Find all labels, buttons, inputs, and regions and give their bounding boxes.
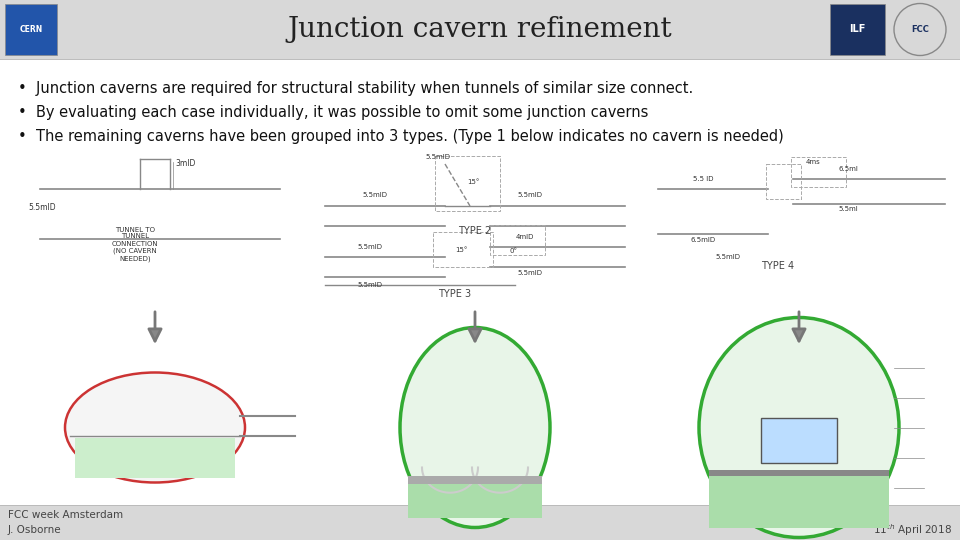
Text: ILF: ILF: [849, 24, 865, 35]
Text: 5.5mlD: 5.5mlD: [357, 282, 382, 288]
Text: 5.5mlD: 5.5mlD: [715, 254, 740, 260]
Text: 0°: 0°: [510, 248, 518, 254]
Ellipse shape: [699, 318, 899, 537]
Bar: [761, 417, 837, 462]
Text: 5.5mlD: 5.5mlD: [28, 202, 56, 212]
Text: •  Junction caverns are required for structural stability when tunnels of simila: • Junction caverns are required for stru…: [18, 81, 693, 96]
Bar: [830, 4, 885, 55]
Text: TUNNEL TO
TUNNEL
CONNECTION
(NO CAVERN
NEEDED): TUNNEL TO TUNNEL CONNECTION (NO CAVERN N…: [111, 226, 158, 261]
Text: J. Osborne: J. Osborne: [8, 525, 61, 535]
Text: 4ms: 4ms: [805, 159, 821, 165]
Bar: [0, 0, 960, 59]
Bar: [5, 4, 57, 55]
Bar: [408, 476, 542, 483]
Text: CERN: CERN: [19, 25, 42, 34]
Text: 15°: 15°: [455, 247, 468, 253]
Text: 3mlD: 3mlD: [175, 159, 196, 168]
Bar: [75, 437, 235, 477]
Bar: [709, 472, 889, 528]
Text: 4mlD: 4mlD: [516, 234, 534, 240]
Text: 6.5ml: 6.5ml: [838, 166, 858, 172]
Text: 5.5mlD: 5.5mlD: [517, 270, 542, 276]
Ellipse shape: [65, 373, 245, 483]
Text: Junction cavern refinement: Junction cavern refinement: [288, 16, 672, 43]
Bar: [408, 477, 542, 517]
Text: 5.5ml: 5.5ml: [838, 206, 858, 212]
Text: FCC week Amsterdam: FCC week Amsterdam: [8, 510, 123, 521]
Bar: [0, 505, 960, 540]
Text: •  The remaining caverns have been grouped into 3 types. (Type 1 below indicates: • The remaining caverns have been groupe…: [18, 129, 783, 144]
Text: TYPE 4: TYPE 4: [761, 261, 795, 271]
Text: 15°: 15°: [467, 179, 479, 185]
Ellipse shape: [400, 327, 550, 528]
Bar: [709, 469, 889, 476]
Text: 5.5mlD: 5.5mlD: [517, 192, 542, 198]
Text: 5.5mlD: 5.5mlD: [425, 154, 450, 160]
Text: 5.5mlD: 5.5mlD: [363, 192, 388, 198]
Text: TYPE 2: TYPE 2: [458, 226, 492, 236]
Text: 5.5mlD: 5.5mlD: [357, 244, 382, 250]
Text: 6.5mlD: 6.5mlD: [690, 237, 715, 243]
Text: 11$^{th}$ April 2018: 11$^{th}$ April 2018: [873, 522, 952, 538]
Text: 5.5 ID: 5.5 ID: [693, 176, 713, 182]
Text: TYPE 3: TYPE 3: [439, 289, 471, 299]
Circle shape: [894, 3, 946, 56]
Text: •  By evaluating each case individually, it was possible to omit some junction c: • By evaluating each case individually, …: [18, 105, 648, 120]
Text: FCC: FCC: [911, 25, 929, 34]
